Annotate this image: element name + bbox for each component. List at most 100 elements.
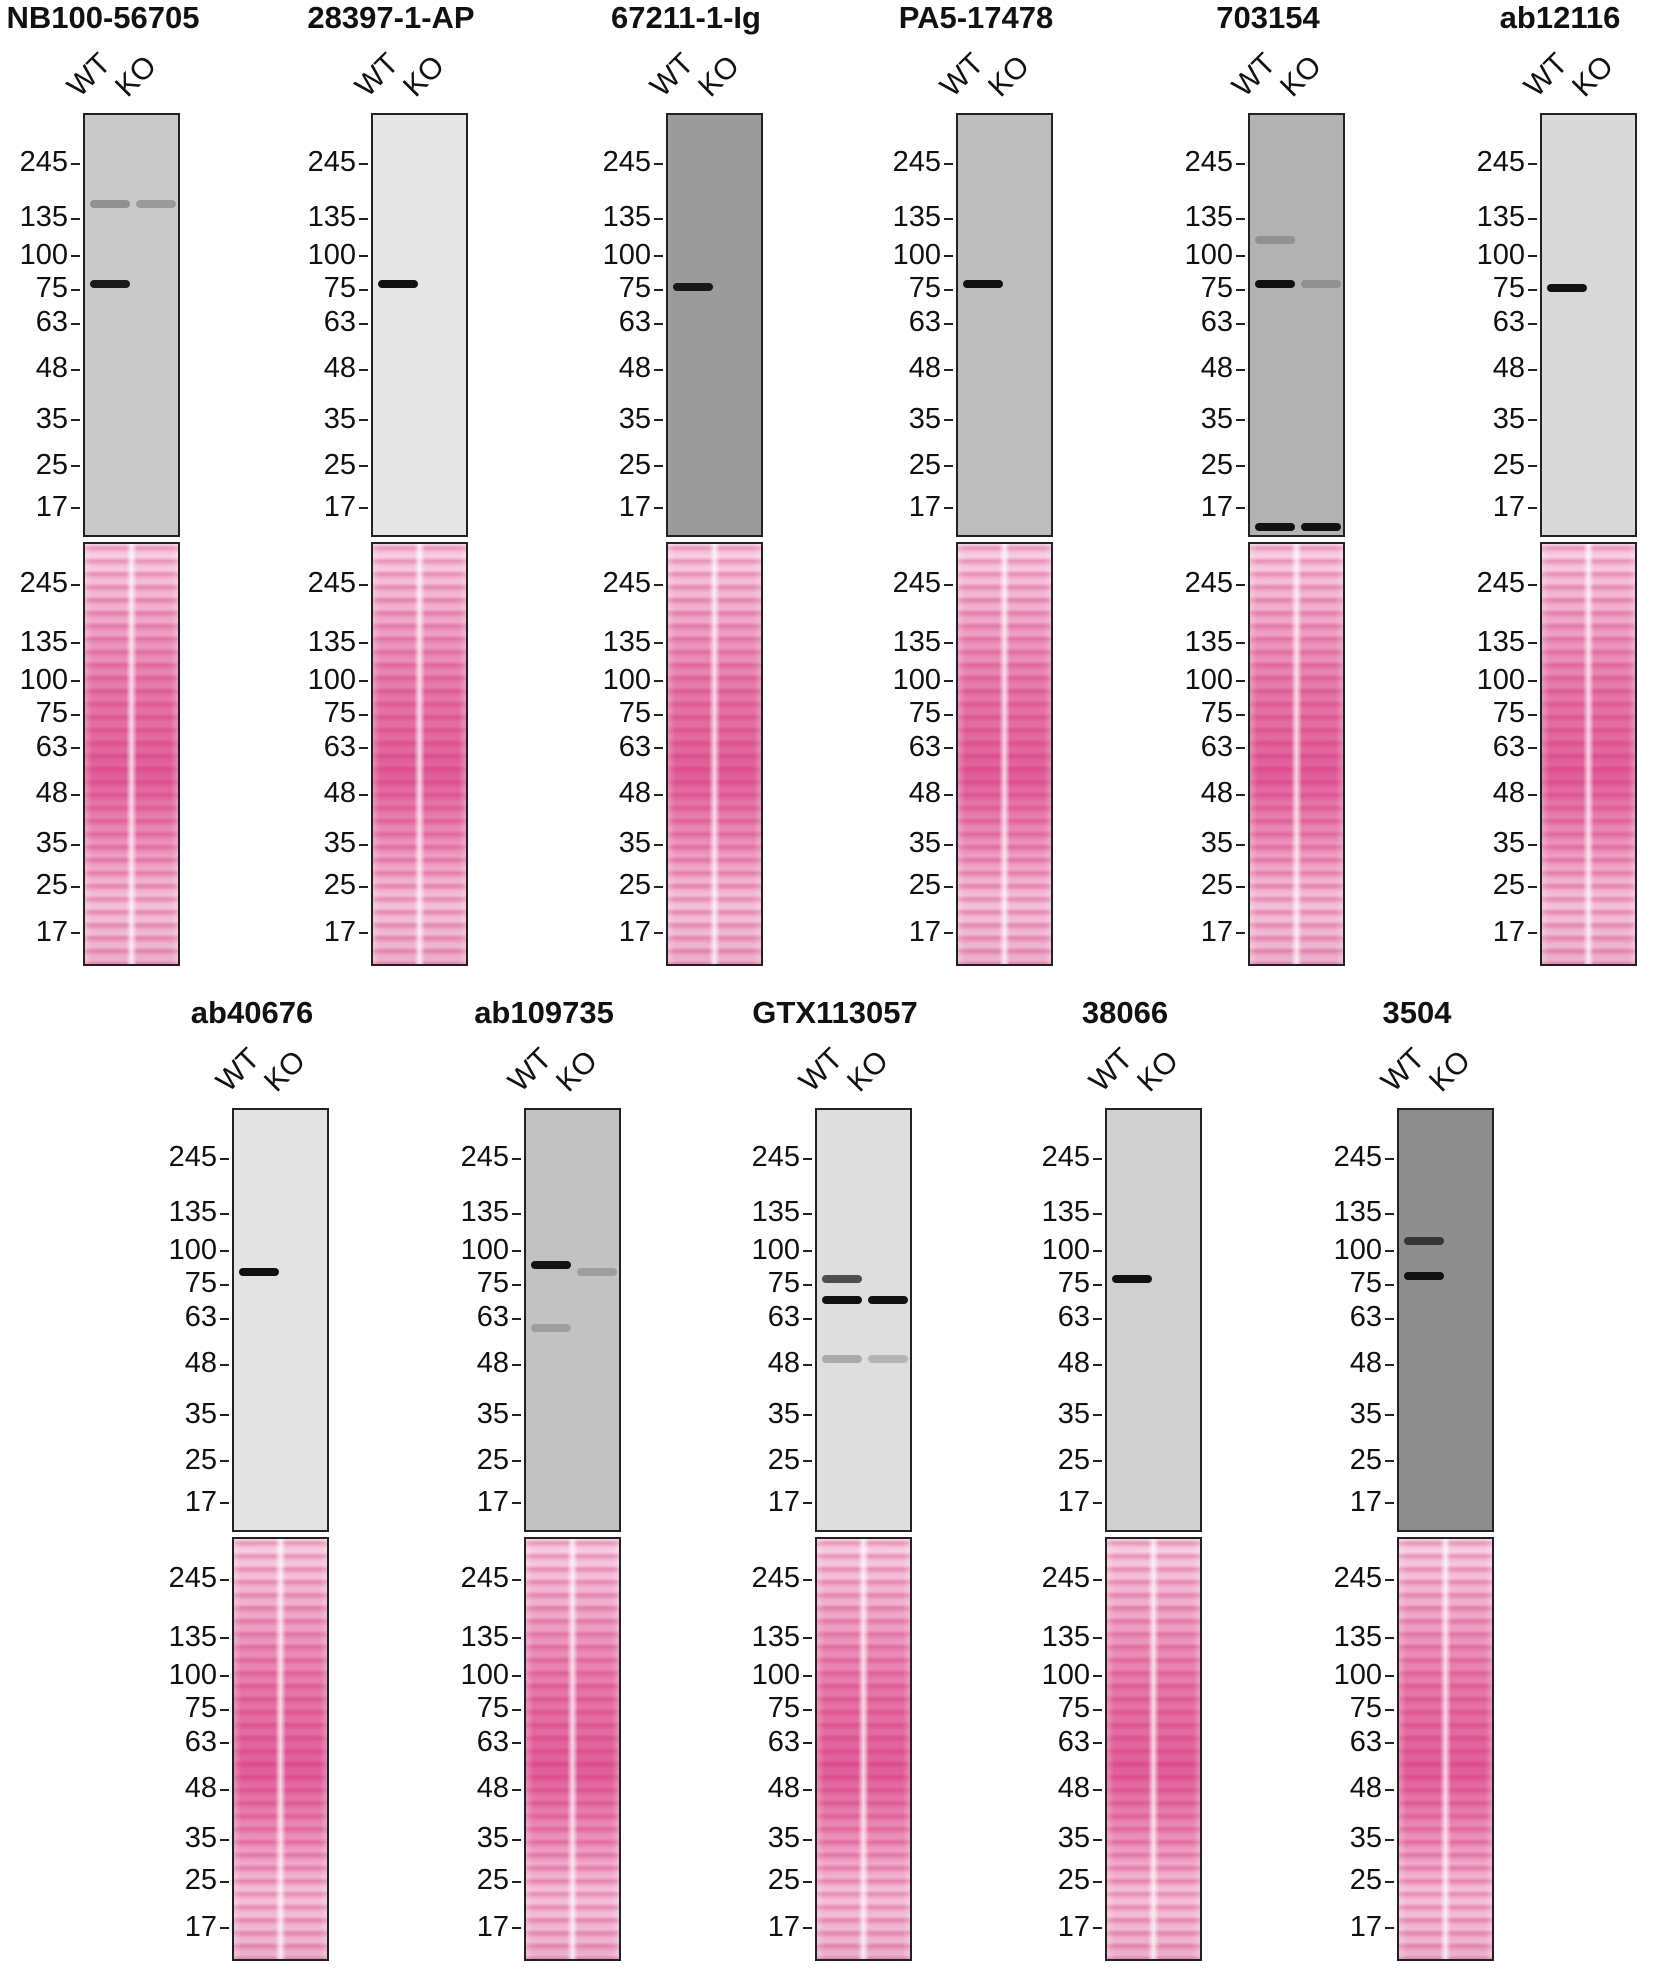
ponceau-marker-label: 135	[720, 1622, 812, 1652]
blot-marker-label: 135	[0, 203, 80, 232]
protein-band	[1301, 279, 1341, 288]
ponceau-marker-label: 75	[1302, 1694, 1394, 1723]
lane-label-ko: KO	[396, 49, 451, 104]
lane-label-wt: WT	[60, 46, 118, 104]
ponceau-marker-label: 100	[571, 665, 663, 695]
ponceau-marker-label: 35	[137, 1824, 229, 1853]
lane-label-ko: KO	[1273, 49, 1328, 104]
ponceau-stain-image	[1540, 542, 1637, 966]
antibody-title: 67211-1-Ig	[611, 0, 761, 35]
lane-label-ko: KO	[691, 49, 746, 104]
ponceau-marker-label: 135	[276, 627, 368, 657]
blot-marker-label: 135	[276, 203, 368, 232]
blot-marker-label: 75	[1010, 1269, 1102, 1298]
ponceau-marker-label: 48	[720, 1774, 812, 1803]
ponceau-marker-label: 25	[137, 1866, 229, 1895]
protein-band	[868, 1355, 908, 1364]
ponceau-marker-label: 17	[720, 1912, 812, 1942]
ponceau-marker-label: 48	[137, 1774, 229, 1803]
ponceau-marker-label: 245	[1153, 569, 1245, 598]
antibody-title: NB100-56705	[6, 0, 200, 35]
antibody-title: PA5-17478	[898, 0, 1054, 35]
blot-marker-label: 25	[1302, 1445, 1394, 1475]
blot-marker-label: 35	[1010, 1399, 1102, 1429]
blot-marker-label: 48	[1010, 1349, 1102, 1378]
ponceau-marker-label: 25	[429, 1866, 521, 1895]
protein-band	[378, 279, 418, 288]
blot-marker-label: 100	[1445, 240, 1537, 270]
ponceau-marker-label: 63	[1302, 1727, 1394, 1757]
ponceau-stain-image	[1397, 1537, 1494, 1961]
blot-marker-label: 17	[429, 1487, 521, 1517]
ponceau-marker-label: 135	[1153, 627, 1245, 657]
blot-marker-label: 17	[861, 492, 953, 522]
blot-marker-label: 245	[571, 148, 663, 177]
blot-marker-label: 35	[276, 404, 368, 434]
blot-marker-label: 48	[1302, 1349, 1394, 1378]
ponceau-marker-label: 63	[1445, 732, 1537, 762]
blot-marker-label: 75	[429, 1269, 521, 1298]
blot-marker-label: 100	[1010, 1235, 1102, 1265]
western-blot-image	[371, 113, 468, 537]
ponceau-stain-image	[1105, 1537, 1202, 1961]
antibody-title: 703154	[1216, 0, 1320, 35]
protein-band	[136, 200, 176, 209]
ponceau-marker-label: 75	[429, 1694, 521, 1723]
lane-label-wt: WT	[209, 1041, 267, 1099]
ponceau-marker-label: 63	[429, 1727, 521, 1757]
blot-marker-label: 35	[1445, 404, 1537, 434]
ponceau-marker-label: 245	[1302, 1564, 1394, 1593]
ponceau-marker-label: 100	[1153, 665, 1245, 695]
ponceau-marker-label: 48	[861, 779, 953, 808]
lane-label-ko: KO	[108, 49, 163, 104]
blot-marker-label: 48	[0, 354, 80, 383]
protein-band	[1404, 1236, 1444, 1245]
ponceau-marker-label: 135	[137, 1622, 229, 1652]
ponceau-marker-label: 25	[0, 871, 80, 900]
ponceau-marker-label: 135	[861, 627, 953, 657]
blot-marker-label: 135	[1445, 203, 1537, 232]
blot-marker-label: 25	[571, 450, 663, 480]
lane-label-wt: WT	[348, 46, 406, 104]
ponceau-marker-label: 63	[276, 732, 368, 762]
blot-marker-label: 63	[137, 1303, 229, 1332]
ponceau-marker-label: 35	[1153, 829, 1245, 858]
blot-marker-label: 48	[429, 1349, 521, 1378]
blot-marker-label: 135	[1302, 1198, 1394, 1227]
ponceau-marker-label: 135	[1302, 1622, 1394, 1652]
blot-marker-label: 75	[571, 274, 663, 303]
antibody-title: ab12116	[1499, 0, 1621, 35]
ponceau-marker-label: 25	[1010, 1866, 1102, 1895]
blot-marker-label: 100	[720, 1235, 812, 1265]
blot-marker-label: 75	[137, 1269, 229, 1298]
blot-marker-label: 48	[276, 354, 368, 383]
protein-band	[577, 1267, 617, 1276]
western-blot-image	[524, 1108, 621, 1532]
ponceau-marker-label: 63	[861, 732, 953, 762]
antibody-title: ab109735	[474, 995, 614, 1030]
blot-marker-label: 63	[1445, 308, 1537, 337]
blot-marker-label: 135	[137, 1198, 229, 1227]
blot-marker-label: 35	[429, 1399, 521, 1429]
lane-label-ko: KO	[981, 49, 1036, 104]
ponceau-marker-label: 35	[1302, 1824, 1394, 1853]
ponceau-marker-label: 100	[137, 1660, 229, 1690]
western-blot-image	[1540, 113, 1637, 537]
blot-marker-label: 17	[276, 492, 368, 522]
ponceau-stain-image	[666, 542, 763, 966]
ponceau-marker-label: 25	[1302, 1866, 1394, 1895]
blot-marker-label: 48	[1445, 354, 1537, 383]
blot-marker-label: 135	[571, 203, 663, 232]
ponceau-marker-label: 35	[429, 1824, 521, 1853]
ponceau-marker-label: 100	[0, 665, 80, 695]
ponceau-marker-label: 17	[1445, 917, 1537, 947]
ponceau-stain-image	[1248, 542, 1345, 966]
blot-marker-label: 48	[137, 1349, 229, 1378]
blot-marker-label: 100	[0, 240, 80, 270]
ponceau-marker-label: 63	[0, 732, 80, 762]
blot-marker-label: 25	[137, 1445, 229, 1475]
ponceau-marker-label: 245	[1445, 569, 1537, 598]
blot-marker-label: 25	[276, 450, 368, 480]
blot-marker-label: 63	[1153, 308, 1245, 337]
ponceau-marker-label: 25	[720, 1866, 812, 1895]
